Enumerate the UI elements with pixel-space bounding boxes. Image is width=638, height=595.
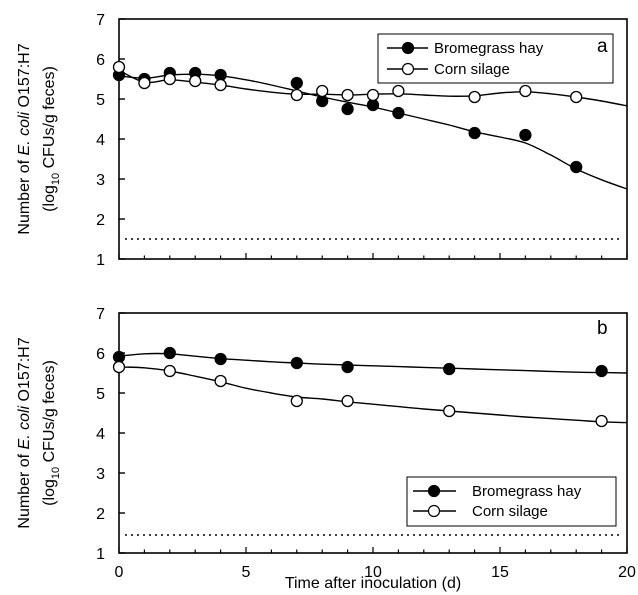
data-point-bromegrass <box>443 362 456 376</box>
x-axis-label: Time after inoculation (d) <box>285 575 461 592</box>
y-tick-label: 3 <box>96 466 105 483</box>
legend-box <box>377 33 614 84</box>
axis-ticks: 1 2 3 4 5 6 7 0 5 10 15 20 <box>96 306 636 581</box>
data-point-bromegrass <box>290 76 303 90</box>
y-axis-label-line1: Number of E. coli O157:H7 <box>16 337 33 528</box>
data-point-corn <box>316 84 329 98</box>
y-ticks: 1 2 3 4 5 6 7 <box>96 12 628 269</box>
data-point-corn <box>163 72 176 86</box>
panel-letter: a <box>597 36 608 57</box>
legend-label-corn: Corn silage <box>472 503 548 520</box>
legend-label-bromegrass: Bromegrass hay <box>434 40 544 57</box>
legend-marker-bromegrass <box>427 484 441 498</box>
data-point-corn <box>112 360 126 374</box>
data-point-bromegrass <box>341 102 354 116</box>
y-tick-label: 7 <box>96 306 105 323</box>
legend-label-bromegrass: Bromegrass hay <box>472 483 582 500</box>
y-tick-label: 2 <box>96 506 105 523</box>
data-point-corn <box>519 84 532 98</box>
x-tick-label: 5 <box>242 564 251 581</box>
y-tick-label: 1 <box>96 252 105 269</box>
data-point-corn <box>290 394 303 408</box>
legend: Bromegrass hay Corn silage <box>377 33 614 84</box>
panel-letter: b <box>597 318 608 339</box>
legend-box <box>406 476 617 527</box>
y-tick-label: 4 <box>96 132 105 149</box>
panel-a: 1 2 3 4 5 6 7 Bromegrass hay Corn silage a Num… <box>16 12 628 269</box>
data-point-corn <box>468 90 481 104</box>
data-point-bromegrass <box>341 360 354 374</box>
legend-label-corn: Corn silage <box>434 61 510 78</box>
data-point-bromegrass <box>214 68 227 82</box>
y-tick-label: 5 <box>96 92 105 109</box>
y-tick-label: 6 <box>96 52 105 69</box>
legend-marker-corn <box>427 504 441 518</box>
x-tick-label: 20 <box>618 564 636 581</box>
x-tick-label: 10 <box>364 564 382 581</box>
data-point-corn <box>163 364 176 378</box>
data-point-corn <box>341 88 354 102</box>
curves <box>118 352 628 536</box>
data-point-bromegrass <box>163 346 176 360</box>
data-point-corn <box>570 90 583 104</box>
y-tick-label: 7 <box>96 12 105 29</box>
data-point-bromegrass <box>290 356 303 370</box>
y-axis-label-line2: (log10 CFUs/g feces) <box>41 360 62 506</box>
data-point-bromegrass <box>595 364 608 378</box>
legend: Bromegrass hay Corn silage <box>406 476 617 527</box>
data-markers <box>112 346 608 428</box>
y-axis-label-line2: (log10 CFUs/g feces) <box>41 66 62 212</box>
data-point-bromegrass <box>519 128 532 142</box>
data-point-corn <box>366 88 380 102</box>
x-tick-label: 15 <box>491 564 509 581</box>
data-point-corn <box>214 78 227 92</box>
y-tick-label: 5 <box>96 386 105 403</box>
data-point-corn <box>112 60 126 74</box>
x-tick-label: 0 <box>115 564 124 581</box>
data-point-bromegrass <box>570 160 583 174</box>
data-point-bromegrass <box>392 106 405 120</box>
y-axis-label-line1: Number of E. coli O157:H7 <box>16 43 33 234</box>
y-tick-label: 4 <box>96 426 105 443</box>
legend-marker-bromegrass <box>401 41 415 55</box>
y-tick-label: 2 <box>96 212 105 229</box>
data-point-bromegrass <box>214 352 227 366</box>
y-tick-label: 3 <box>96 172 105 189</box>
data-point-corn <box>189 74 202 88</box>
data-point-bromegrass <box>366 98 380 112</box>
data-point-bromegrass <box>316 94 329 108</box>
data-point-corn <box>341 394 354 408</box>
data-point-corn <box>290 88 303 102</box>
data-point-bromegrass <box>468 126 481 140</box>
data-point-corn <box>595 414 608 428</box>
y-tick-label: 1 <box>96 546 105 563</box>
data-point-corn <box>138 76 151 90</box>
series-line-bromegrass <box>118 352 628 374</box>
legend-marker-corn <box>401 62 415 76</box>
y-tick-label: 6 <box>96 346 105 363</box>
data-point-corn <box>443 404 456 418</box>
data-point-corn <box>214 374 227 388</box>
panel-b: 1 2 3 4 5 6 7 0 5 10 15 20 Bromegrass hay Corn sila… <box>16 306 636 592</box>
data-point-corn <box>392 84 405 98</box>
series-line-corn <box>118 366 628 424</box>
data-markers <box>112 60 583 174</box>
